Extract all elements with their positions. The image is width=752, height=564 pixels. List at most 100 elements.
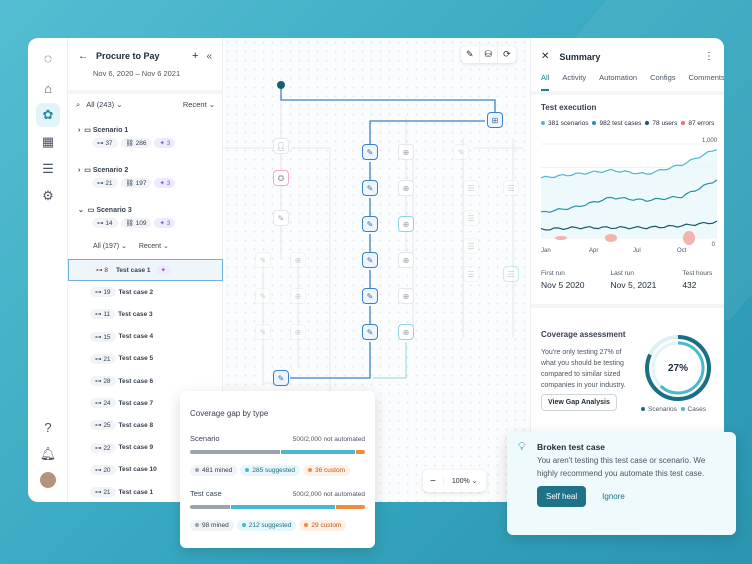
- globe-node[interactable]: ⊕: [398, 288, 414, 304]
- globe-node[interactable]: ⊕: [398, 180, 414, 196]
- legend-item: 381 scenarios: [541, 120, 588, 127]
- test-case-item[interactable]: ⊶ 15 Test case 4: [68, 326, 223, 348]
- coverage-donut: 27%: [645, 335, 711, 401]
- edit-node[interactable]: ✎: [362, 324, 378, 340]
- chevron-right-icon[interactable]: ›: [78, 167, 81, 174]
- back-icon[interactable]: ←: [78, 50, 88, 62]
- legend-item: 78 users: [645, 120, 677, 127]
- flow-canvas[interactable]: ⊞ 👤︎ ✪ ✎ ✎ ✎ ✎ ⊕ ⊕ ⊕ ✎ ✎ ✎ ✎ ✎ ✎ ⊕ ⊕ ⊕ ⊕…: [223, 38, 530, 502]
- test-case-item[interactable]: ⊶ 25 Test case 8: [68, 414, 223, 436]
- subfilter-sort-dropdown[interactable]: Recent ⌄: [138, 243, 169, 250]
- self-heal-button[interactable]: Self heal: [537, 486, 587, 507]
- db-node[interactable]: ☰: [503, 266, 519, 282]
- collapse-icon[interactable]: «: [206, 50, 212, 62]
- user-node[interactable]: 👤︎: [273, 138, 289, 154]
- scenario-item[interactable]: › ▭ Scenario 2 ⊶ 21 ⛓ 197 ✦ 3: [68, 166, 223, 188]
- db-node[interactable]: ☰: [463, 210, 479, 226]
- edit-node[interactable]: ✎: [273, 370, 289, 386]
- globe-node[interactable]: ⊕: [398, 216, 414, 232]
- steps-badge: ⊶ 37: [92, 138, 118, 148]
- view-gap-analysis-button[interactable]: View Gap Analysis: [541, 394, 617, 411]
- tab-comments[interactable]: Comments: [688, 73, 725, 82]
- series-line-scenarios: [540, 149, 718, 179]
- scenario-item[interactable]: ⌄ ▭ Scenario 3 ⊶ 14 ⛓ 109 ✦ 3: [68, 206, 223, 228]
- globe-node[interactable]: ⊕: [290, 324, 306, 340]
- scenario-item[interactable]: › ▭ Scenario 1 ⊶ 37 ⛓ 286 ✦ 3: [68, 126, 223, 148]
- db-node[interactable]: ☰: [503, 180, 519, 196]
- ai-icon: ✦: [155, 265, 171, 275]
- test-case-item[interactable]: ⊶ 21 Test case 5: [68, 348, 223, 370]
- links-badge: ⛓ 109: [120, 218, 152, 228]
- pen-icon[interactable]: ✎: [466, 49, 474, 59]
- gap-row-status: 500/2,000 not automated: [292, 491, 365, 498]
- zoom-out-button[interactable]: −: [430, 475, 436, 487]
- edit-node[interactable]: ✎: [362, 288, 378, 304]
- test-case-name: Test case 4: [118, 333, 154, 341]
- edit-node[interactable]: ✎: [255, 288, 271, 304]
- sort-dropdown[interactable]: Recent ⌄: [182, 100, 215, 109]
- legend-item: 87 errors: [681, 120, 714, 127]
- date-range: Nov 6, 2020 – Nov 6 2021: [93, 69, 181, 78]
- search-icon[interactable]: ⌕: [76, 100, 81, 109]
- test-case-name: Test case 10: [118, 466, 157, 474]
- settings-icon[interactable]: ⚙: [42, 188, 54, 203]
- edit-node[interactable]: ✎: [362, 216, 378, 232]
- suggested-segment: [230, 505, 335, 509]
- home-icon[interactable]: ⌂: [44, 80, 52, 96]
- scenario-name: Scenario 2: [92, 167, 129, 174]
- add-node[interactable]: ⊞: [487, 112, 503, 128]
- globe-node[interactable]: ⊕: [290, 288, 306, 304]
- x-tick-label: Apr: [589, 248, 598, 254]
- edit-node[interactable]: ✎: [273, 210, 289, 226]
- test-case-item[interactable]: ⊶ 20 Test case 10: [68, 459, 223, 481]
- calendar-icon[interactable]: ▦: [41, 134, 55, 149]
- flows-icon[interactable]: ✿: [36, 103, 60, 127]
- test-case-item[interactable]: ⊶ 8 Test case 1 ✦: [68, 259, 223, 281]
- edit-node[interactable]: ✎: [362, 180, 378, 196]
- tab-configs[interactable]: Configs: [650, 73, 676, 82]
- filter-all-label: All (243): [86, 100, 115, 109]
- refresh-icon[interactable]: ⟳: [497, 46, 516, 63]
- list-icon[interactable]: ☰: [42, 161, 54, 176]
- help-icon[interactable]: ?: [44, 419, 52, 435]
- tab-all[interactable]: All: [541, 70, 550, 91]
- test-case-item[interactable]: ⊶ 21 Test case 1: [68, 481, 223, 502]
- add-icon[interactable]: +: [192, 50, 199, 62]
- folder-icon: ▭: [84, 127, 91, 134]
- more-icon[interactable]: ⋮: [704, 51, 714, 62]
- test-case-item[interactable]: ⊶ 28 Test case 6: [68, 370, 223, 392]
- db-node[interactable]: ☰: [463, 266, 479, 282]
- globe-node[interactable]: ⊕: [398, 252, 414, 268]
- chevron-right-icon[interactable]: ›: [78, 127, 81, 134]
- mined-segment: [190, 450, 280, 454]
- close-icon[interactable]: ✕: [541, 51, 550, 62]
- db-node[interactable]: ☰: [463, 238, 479, 254]
- edit-node[interactable]: ✎: [255, 252, 271, 268]
- zoom-level-dropdown[interactable]: 100% ⌄: [442, 477, 486, 485]
- edit-node[interactable]: ✎: [453, 144, 469, 160]
- tab-automation[interactable]: Automation: [599, 73, 638, 82]
- test-case-item[interactable]: ⊶ 24 Test case 7: [68, 392, 223, 414]
- filter-all-dropdown[interactable]: All (243) ⌄: [86, 100, 123, 109]
- globe-node[interactable]: ⊕: [398, 324, 414, 340]
- test-case-item[interactable]: ⊶ 19 Test case 2: [68, 281, 223, 303]
- globe-node[interactable]: ⊕: [290, 252, 306, 268]
- edit-node[interactable]: ✎: [255, 324, 271, 340]
- subfilter-all-dropdown[interactable]: All (197) ⌄: [93, 243, 127, 250]
- chevron-down-icon[interactable]: ⌄: [78, 207, 84, 214]
- globe-node[interactable]: ⊕: [398, 144, 414, 160]
- badge-node[interactable]: ✪: [273, 170, 289, 186]
- edit-node[interactable]: ✎: [362, 252, 378, 268]
- avatar[interactable]: [40, 472, 56, 488]
- broken-test-alert: 💡︎ Broken test case You aren't testing t…: [507, 432, 736, 535]
- database-icon[interactable]: ⛁: [478, 46, 498, 63]
- test-case-item[interactable]: ⊶ 22 Test case 9: [68, 437, 223, 459]
- start-node[interactable]: [277, 81, 285, 89]
- edit-node[interactable]: ✎: [362, 144, 378, 160]
- ignore-button[interactable]: Ignore: [602, 492, 625, 501]
- coverage-legend: Scenarios Cases: [641, 406, 706, 413]
- test-case-item[interactable]: ⊶ 11 Test case 3: [68, 303, 223, 325]
- tab-activity[interactable]: Activity: [562, 73, 587, 82]
- bell-icon[interactable]: 🔔︎: [39, 446, 57, 461]
- db-node[interactable]: ☰: [463, 180, 479, 196]
